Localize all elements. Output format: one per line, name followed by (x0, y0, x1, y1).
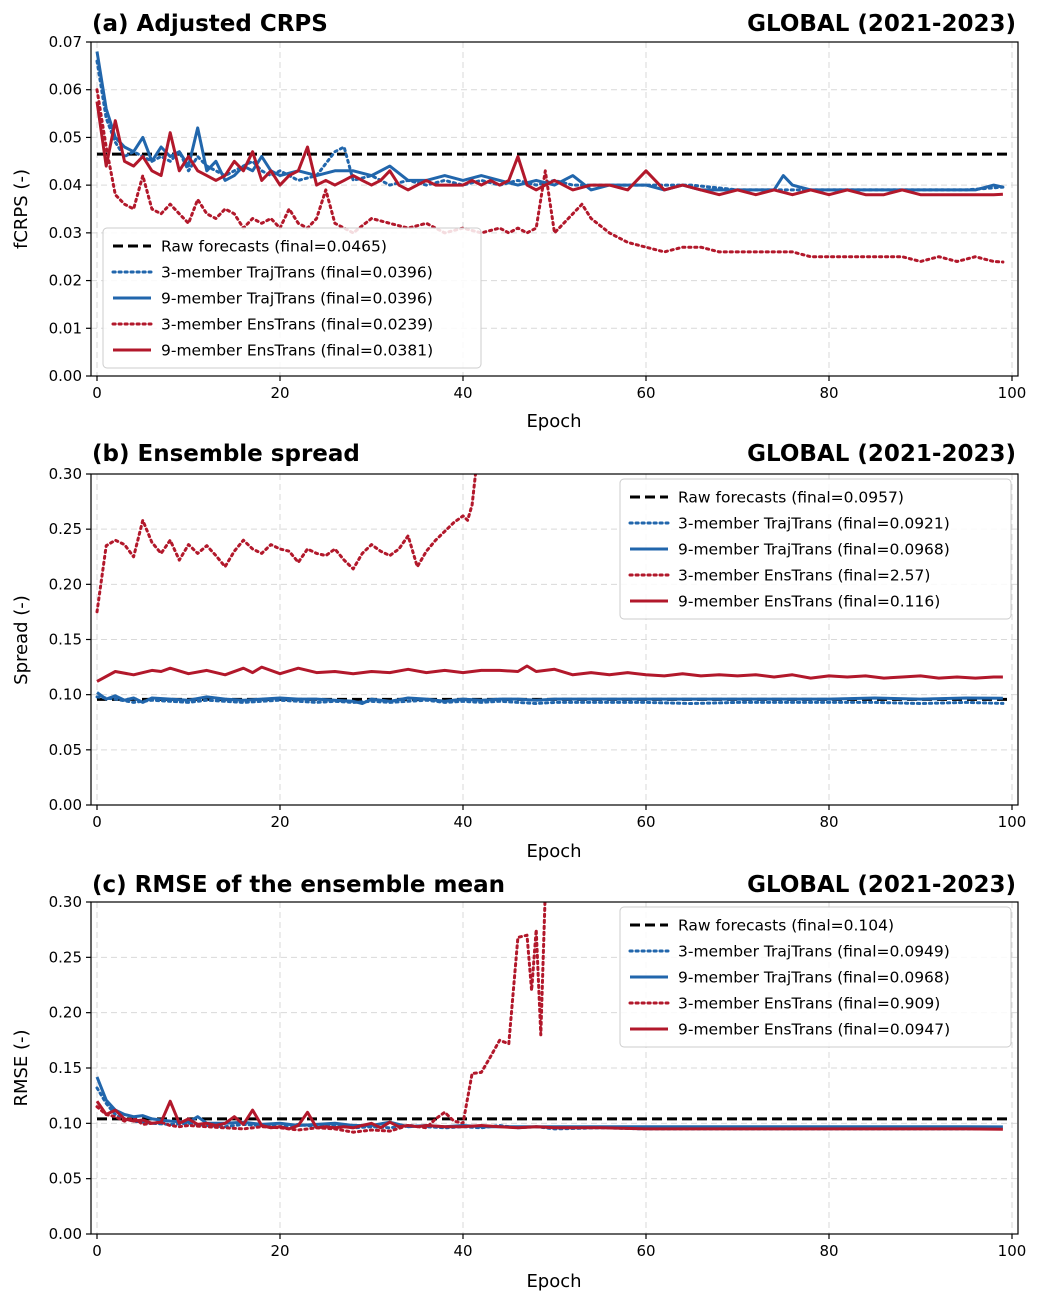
series-line-trajtrans-solid (96, 691, 1003, 705)
y-tick-label: 0.20 (49, 1004, 82, 1022)
panel-c-title: (c) RMSE of the ensemble mean (92, 872, 505, 898)
series-line-trajtrans-dotted (95, 695, 1005, 705)
legend-entry-label: 9-member TrajTrans (final=0.0396) (161, 290, 433, 308)
legend-entry-label: 9-member EnsTrans (final=0.0381) (161, 342, 433, 360)
legend-entry-label: 9-member EnsTrans (final=0.0947) (678, 1021, 950, 1039)
x-tick-label: 40 (453, 1242, 472, 1260)
series-line-enstrans-dotted (95, 474, 478, 614)
legend-entry-label: 3-member EnsTrans (final=2.57) (678, 567, 930, 585)
legend-entry-label: 3-member TrajTrans (final=0.0921) (678, 515, 950, 533)
y-tick-label: 0.10 (49, 686, 82, 704)
y-tick-label: 0.10 (49, 1114, 82, 1132)
panel-b-ticks: 0 20 40 60 80 100 0.00 0.05 0.10 0.15 0.20 0.25 0.30 (49, 465, 1027, 831)
panel-c-ylabel: RMSE (-) (11, 1029, 32, 1106)
x-tick-label: 80 (819, 1242, 838, 1260)
panel-c-xlabel: Epoch (526, 1271, 581, 1292)
y-tick-label: 0.05 (49, 1170, 82, 1188)
legend-entry-label: Raw forecasts (final=0.104) (678, 917, 894, 935)
x-tick-label: 20 (270, 1242, 289, 1260)
y-tick-label: 0.06 (49, 81, 82, 99)
x-tick-label: 80 (819, 384, 838, 402)
y-tick-label: 0.05 (49, 128, 82, 146)
y-tick-label: 0.07 (49, 33, 82, 51)
x-tick-label: 0 (92, 384, 102, 402)
series-line-trajtrans-dotted (95, 59, 1005, 192)
y-tick-label: 0.15 (49, 631, 82, 649)
legend-box (102, 227, 482, 369)
y-tick-label: 0.00 (49, 367, 82, 385)
series-line-enstrans-solid (95, 1099, 1003, 1131)
panel-a-ticks: 0 20 40 60 80 100 0.00 0.01 0.02 0.03 0.04 0.05 0.06… (49, 33, 1027, 402)
series-line-enstrans-dotted (95, 902, 547, 1134)
x-tick-label: 40 (453, 384, 472, 402)
x-tick-label: 20 (270, 813, 289, 831)
legend-box (619, 906, 1012, 1048)
y-tick-label: 0.05 (49, 741, 82, 759)
legend-entry-label: 3-member TrajTrans (final=0.0949) (678, 943, 950, 961)
panel-c: (c) RMSE of the ensemble mean GLOBAL (20… (11, 872, 1026, 1292)
legend-entry-label: Raw forecasts (final=0.0465) (161, 238, 387, 256)
series-line-trajtrans-solid (95, 51, 1004, 192)
panel-a-legend: Raw forecasts (final=0.0465) 3-member Tra… (102, 227, 482, 369)
y-tick-label: 0.00 (49, 1225, 82, 1243)
x-tick-label: 100 (998, 384, 1027, 402)
x-tick-label: 80 (819, 813, 838, 831)
legend-entry-label: 9-member TrajTrans (final=0.0968) (678, 541, 950, 559)
legend-entry-label: 3-member EnsTrans (final=0.0239) (161, 316, 433, 334)
panel-a: (a) Adjusted CRPS GLOBAL (2021-2023) 0 20… (11, 11, 1026, 432)
panel-b-legend: Raw forecasts (final=0.0957) 3-member Tra… (619, 478, 1012, 620)
x-tick-label: 100 (998, 813, 1027, 831)
panel-a-region: GLOBAL (2021-2023) (747, 11, 1016, 37)
legend-box (619, 478, 1012, 620)
x-tick-label: 0 (92, 1242, 102, 1260)
panel-b-region: GLOBAL (2021-2023) (747, 441, 1016, 467)
y-tick-label: 0.02 (49, 272, 82, 290)
panel-c-ticks: 0 20 40 60 80 100 0.00 0.05 0.10 0.15 0.20 0.25 0.30 (49, 893, 1027, 1260)
panel-b-ylabel: Spread (-) (11, 595, 32, 685)
panel-b-title: (b) Ensemble spread (92, 441, 360, 467)
x-tick-label: 60 (636, 813, 655, 831)
panel-a-xlabel: Epoch (526, 411, 581, 432)
panel-b-xlabel: Epoch (526, 841, 581, 862)
y-tick-label: 0.01 (49, 319, 82, 337)
y-tick-label: 0.25 (49, 948, 82, 966)
x-tick-label: 60 (636, 384, 655, 402)
y-tick-label: 0.03 (49, 224, 82, 242)
panel-b: (b) Ensemble spread GLOBAL (2021-2023) 0… (11, 441, 1026, 862)
series-line-enstrans-solid (96, 664, 1003, 683)
y-tick-label: 0.00 (49, 796, 82, 814)
x-tick-label: 40 (453, 813, 472, 831)
y-tick-label: 0.20 (49, 575, 82, 593)
legend-entry-label: Raw forecasts (final=0.0957) (678, 489, 904, 507)
legend-entry-label: 9-member TrajTrans (final=0.0968) (678, 969, 950, 987)
panel-b-series (95, 474, 1012, 705)
y-tick-label: 0.30 (49, 893, 82, 911)
panel-c-region: GLOBAL (2021-2023) (747, 872, 1016, 898)
y-tick-label: 0.15 (49, 1059, 82, 1077)
legend-entry-label: 3-member EnsTrans (final=0.909) (678, 995, 940, 1013)
panel-a-ylabel: fCRPS (-) (11, 169, 32, 249)
series-line-enstrans-solid (95, 101, 1003, 197)
y-tick-label: 0.25 (49, 520, 82, 538)
y-tick-label: 0.04 (49, 176, 82, 194)
panel-c-legend: Raw forecasts (final=0.104) 3-member Traj… (619, 906, 1012, 1048)
legend-entry-label: 9-member EnsTrans (final=0.116) (678, 593, 940, 611)
x-tick-label: 20 (270, 384, 289, 402)
panel-a-title: (a) Adjusted CRPS (92, 11, 328, 37)
panel-c-series (95, 902, 1012, 1134)
x-tick-label: 60 (636, 1242, 655, 1260)
x-tick-label: 100 (998, 1242, 1027, 1260)
x-tick-label: 0 (92, 813, 102, 831)
legend-entry-label: 3-member TrajTrans (final=0.0396) (161, 264, 433, 282)
panel-a-frame (90, 41, 1019, 377)
y-tick-label: 0.30 (49, 465, 82, 483)
